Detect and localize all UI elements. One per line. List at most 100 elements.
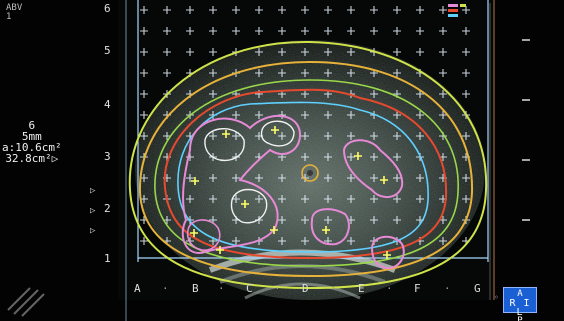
grid-cross — [301, 195, 309, 203]
plane-spacing: 5mm — [21, 130, 42, 143]
grid-cross — [324, 27, 332, 35]
grid-cross — [209, 48, 217, 56]
isodose-line-red — [163, 88, 448, 260]
grid-cross — [393, 174, 401, 182]
grid-cross — [255, 48, 263, 56]
urethra-marker — [301, 164, 319, 182]
grid-cross — [347, 27, 355, 35]
grid-cross — [140, 69, 148, 77]
grid-cross — [393, 195, 401, 203]
grid-row-label: 1 — [104, 252, 111, 265]
grid-cross — [439, 237, 447, 245]
dose-legend-glyphs — [448, 4, 466, 17]
orientation-indicator[interactable]: A R I L P — [503, 287, 537, 321]
grid-column-dot: · — [274, 282, 281, 295]
grid-cross — [439, 6, 447, 14]
grid-column-label: B — [192, 282, 199, 295]
grid-cross — [393, 216, 401, 224]
grid-cross — [209, 132, 217, 140]
grid-cross — [140, 6, 148, 14]
grid-cross — [462, 90, 470, 98]
grid-cross — [186, 6, 194, 14]
grid-cross — [324, 216, 332, 224]
grid-cross — [301, 90, 309, 98]
grid-cross — [416, 27, 424, 35]
grid-cross — [255, 111, 263, 119]
grid-cross — [255, 174, 263, 182]
grid-cross — [140, 48, 148, 56]
isodose-line-pink-center — [310, 208, 350, 246]
grid-cross — [347, 153, 355, 161]
grid-cross — [462, 6, 470, 14]
grid-cross — [232, 174, 240, 182]
grid-cross — [416, 174, 424, 182]
area-readout-2: 32.8cm²▷ — [5, 152, 59, 165]
grid-cross — [278, 132, 286, 140]
grid-column-dot: · — [330, 282, 337, 295]
orientation-middle: R I L — [509, 298, 531, 318]
grid-cross — [347, 237, 355, 245]
grid-cross — [439, 69, 447, 77]
readout-line-1: ABV — [6, 3, 23, 13]
grid-cross — [370, 6, 378, 14]
grid-cross — [232, 6, 240, 14]
grid-cross — [393, 132, 401, 140]
grid-cross — [324, 195, 332, 203]
grid-cross — [370, 174, 378, 182]
grid-cross — [278, 48, 286, 56]
orientation-bottom: P — [517, 316, 523, 321]
grid-cross — [301, 174, 309, 182]
grid-cross — [278, 216, 286, 224]
grid-cross — [347, 132, 355, 140]
grid-cross — [301, 111, 309, 119]
grid-cross — [163, 48, 171, 56]
grid-cross — [393, 48, 401, 56]
grid-cross — [186, 174, 194, 182]
grid-cross — [324, 132, 332, 140]
grid-cross — [370, 216, 378, 224]
grid-column-label: A — [134, 282, 141, 295]
marker-arrow: ▷ — [90, 186, 96, 196]
grid-cross — [347, 48, 355, 56]
grid-cross — [232, 237, 240, 245]
grid-cross — [393, 111, 401, 119]
depth-scale-ticks — [522, 39, 530, 221]
grid-cross — [232, 132, 240, 140]
side-readout: 6 5mm a:10.6cm² 32.8cm²▷ — [2, 120, 62, 164]
grid-cross — [347, 111, 355, 119]
grid-cross — [278, 174, 286, 182]
grid-cross — [278, 6, 286, 14]
grid-cross — [370, 90, 378, 98]
grid-cross — [416, 195, 424, 203]
grid-row-label: 6 — [104, 2, 111, 15]
grid-cross — [209, 69, 217, 77]
grid-cross — [416, 111, 424, 119]
isodose-line-orange — [138, 60, 474, 278]
grid-cross — [416, 48, 424, 56]
isodose-line-pink-lower-right — [370, 235, 405, 270]
grid-cross — [393, 69, 401, 77]
isodose-line-outer — [128, 40, 488, 290]
grid-cross — [255, 69, 263, 77]
grid-cross — [462, 27, 470, 35]
grid-cross — [186, 195, 194, 203]
grid-cross — [301, 216, 309, 224]
readout-line-2: 1 — [6, 12, 12, 22]
grid-column-label: E — [358, 282, 365, 295]
grid-cross — [324, 153, 332, 161]
grid-cross — [278, 237, 286, 245]
grid-cross — [301, 237, 309, 245]
grid-cross — [278, 195, 286, 203]
grid-cross — [462, 174, 470, 182]
grid-cross — [439, 111, 447, 119]
grid-cross — [393, 27, 401, 35]
grid-cross — [209, 27, 217, 35]
grid-cross — [140, 111, 148, 119]
grid-cross — [255, 195, 263, 203]
grid-cross — [324, 111, 332, 119]
grid-cross — [209, 174, 217, 182]
grid-cross — [416, 132, 424, 140]
grid-cross — [232, 111, 240, 119]
isodose-line-pink-lower-left — [186, 219, 221, 251]
